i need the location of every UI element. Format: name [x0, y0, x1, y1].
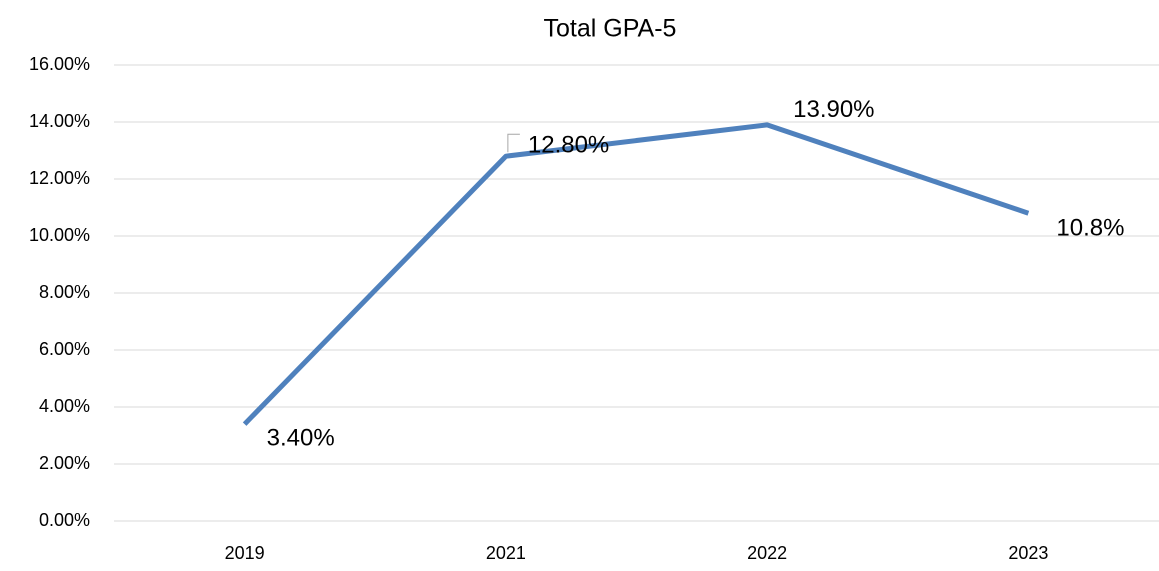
y-tick-label: 0.00%: [39, 510, 90, 530]
x-tick-label: 2023: [1008, 543, 1048, 563]
data-label: 3.40%: [267, 424, 335, 451]
y-tick-label: 4.00%: [39, 396, 90, 416]
data-label: 13.90%: [793, 96, 874, 123]
x-tick-label: 2021: [486, 543, 526, 563]
line: [242, 122, 1030, 426]
x-tick-label: 2022: [747, 543, 787, 563]
y-tick-label: 16.00%: [29, 54, 90, 74]
y-tick-label: 6.00%: [39, 339, 90, 359]
chart-title: Total GPA-5: [544, 15, 677, 43]
leader-line: [507, 133, 520, 153]
y-tick-label: 12.00%: [29, 168, 90, 188]
y-tick-label: 14.00%: [29, 111, 90, 131]
y-tick-label: 2.00%: [39, 453, 90, 473]
x-tick-label: 2019: [225, 543, 265, 563]
data-label: 12.80%: [528, 132, 609, 159]
data-label: 10.8%: [1056, 215, 1124, 242]
y-tick-label: 10.00%: [29, 225, 90, 245]
y-tick-label: 8.00%: [39, 282, 90, 302]
